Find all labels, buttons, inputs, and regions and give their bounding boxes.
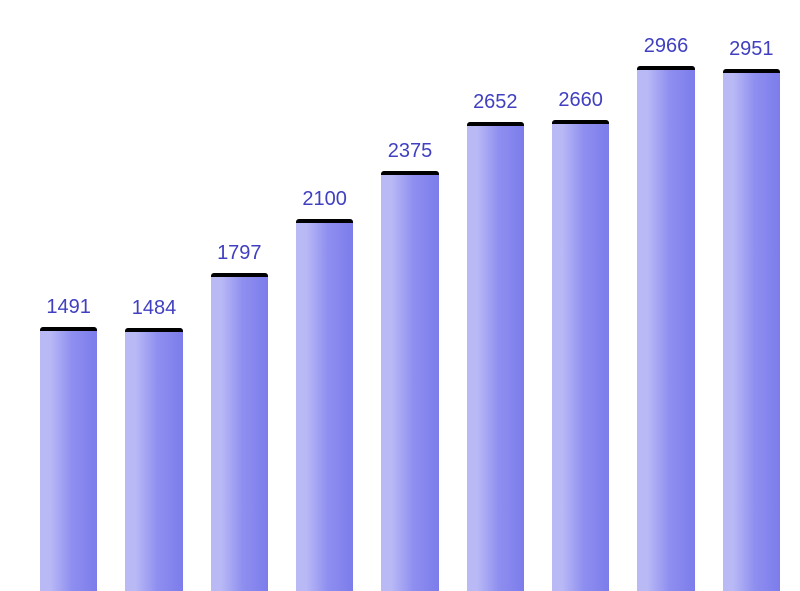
bar-value-label: 2660: [558, 89, 603, 112]
bar-value-label: 2375: [388, 140, 433, 163]
bar-top-cap: [637, 66, 694, 70]
bar: 1484: [125, 288, 182, 591]
bar-top-cap: [211, 273, 268, 277]
bar-top-cap: [723, 69, 780, 73]
bar-value-label: 1491: [46, 296, 91, 319]
bar-value-label: 2966: [644, 35, 689, 58]
bar: 2966: [637, 26, 694, 591]
bar-top-cap: [552, 120, 609, 124]
bar-top-cap: [296, 219, 353, 223]
bar-rect: [723, 69, 780, 591]
bar-rect: [467, 122, 524, 591]
bar-rect: [552, 120, 609, 591]
bar: 1797: [211, 233, 268, 591]
bar: 2951: [723, 29, 780, 591]
bar: 2660: [552, 80, 609, 591]
bar-value-label: 2951: [729, 38, 774, 61]
bar-rect: [211, 273, 268, 591]
bar-value-label: 2652: [473, 91, 518, 114]
bar-rect: [125, 328, 182, 591]
bar-rect: [637, 66, 694, 591]
bar-chart: 1491 1484 1797 2100 2375 2652 2660 2966 2951: [0, 0, 800, 591]
bar: 2100: [296, 179, 353, 591]
bar-top-cap: [467, 122, 524, 126]
bar-rect: [381, 171, 438, 591]
bar-top-cap: [381, 171, 438, 175]
bar-value-label: 1484: [132, 297, 177, 320]
bar: 1491: [40, 287, 97, 591]
bar: 2652: [467, 82, 524, 591]
bar-rect: [40, 327, 97, 591]
bar-top-cap: [125, 328, 182, 332]
bar-rect: [296, 219, 353, 591]
bar: 2375: [381, 131, 438, 591]
bar-top-cap: [40, 327, 97, 331]
bar-value-label: 2100: [302, 188, 347, 211]
bar-value-label: 1797: [217, 242, 262, 265]
